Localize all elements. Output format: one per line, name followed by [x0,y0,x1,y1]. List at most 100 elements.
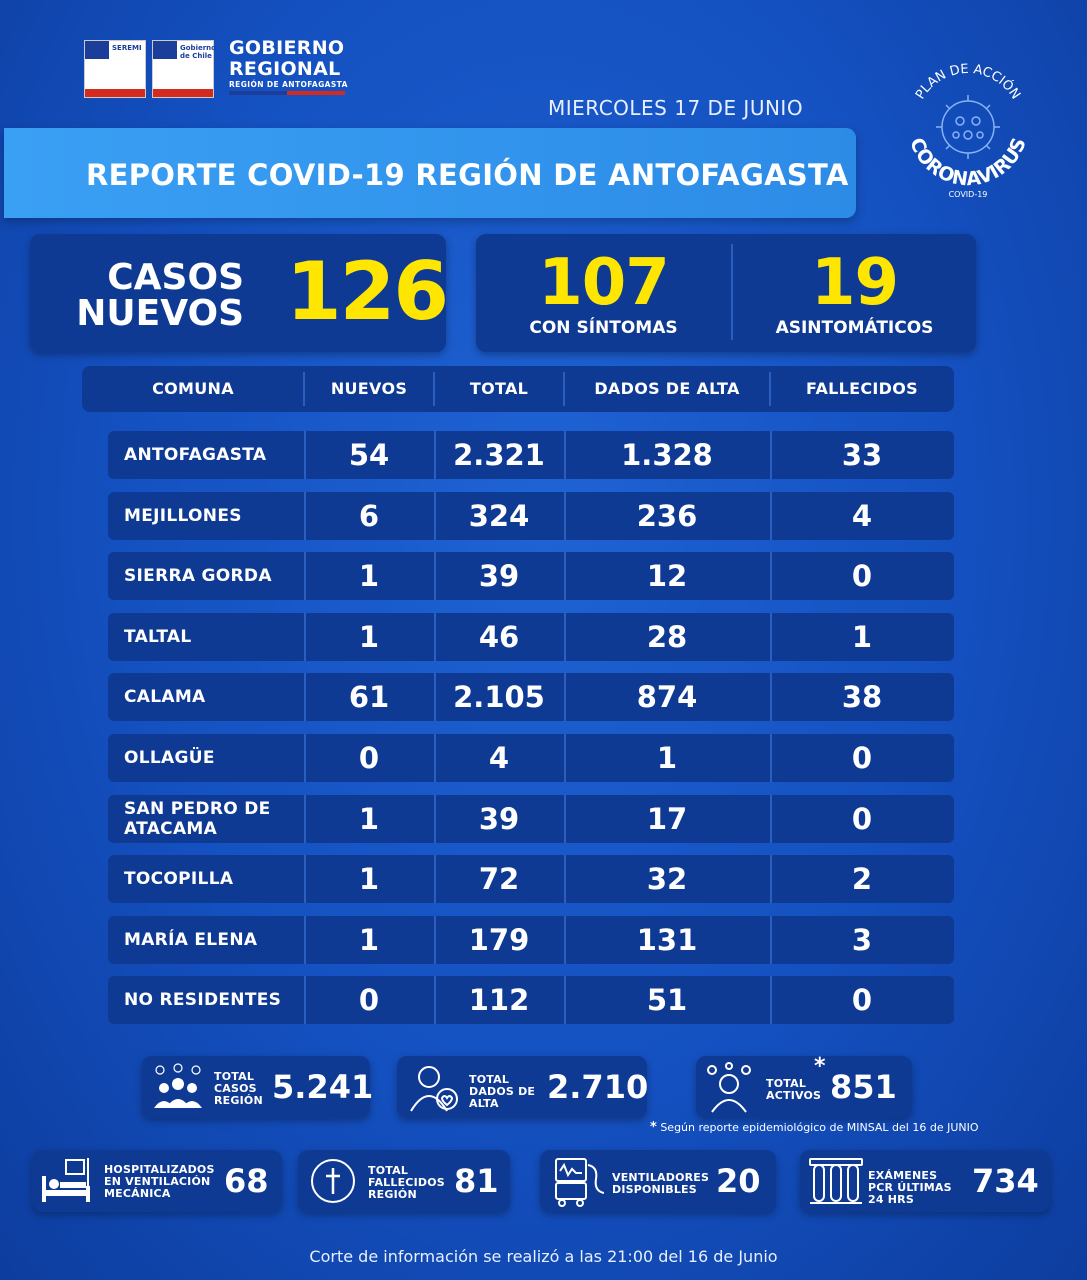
ventilator-icon [555,1158,604,1207]
asymptomatic-label: ASINTOMÁTICOS [775,318,934,338]
row-separator [564,673,566,722]
row-separator [564,552,566,601]
new-cases-label: CASOS NUEVOS [76,257,244,334]
row-separator [434,734,436,782]
table-row [108,855,954,904]
with-symptoms-label: CON SÍNTOMAS [529,318,678,338]
cell-fallecidos: 4 [851,498,873,533]
row-separator [770,552,772,601]
ventilators-card: VENTILADORES DISPONIBLES 20 [540,1150,776,1212]
row-separator [564,734,566,782]
cell-total: 39 [478,559,520,594]
cell-comuna: MARÍA ELENA [124,929,258,950]
row-separator [770,431,772,479]
coronavirus-badge-icon: PLAN DE ACCIÓN CORONAVIRUS COVID-19 [905,62,1031,199]
cell-nuevos: 1 [358,801,380,836]
ventilators-label: VENTILADORES DISPONIBLES [612,1171,710,1196]
row-separator [564,976,566,1025]
total-deaths-card: TOTAL FALLECIDOS REGIÓN 81 [298,1150,510,1212]
row-separator [770,915,772,964]
row-separator [770,612,772,661]
minsal-note: * Según reporte epidemiológico de MINSAL… [650,1120,979,1135]
table-row [108,491,954,540]
total-active-label: TOTAL ACTIVOS [766,1077,822,1102]
row-separator [434,794,436,843]
row-separator [770,794,772,843]
cell-alta: 236 [636,498,698,533]
cell-alta: 28 [646,619,688,654]
total-discharged-value: 2.710 [547,1068,649,1106]
cell-comuna: TALTAL [124,626,192,647]
cell-nuevos: 61 [348,680,390,715]
cell-total: 179 [468,922,530,957]
cell-alta: 874 [636,680,698,715]
table-row [108,431,954,479]
cell-fallecidos: 0 [851,741,873,775]
symptoms-panel [476,234,976,352]
row-separator [434,612,436,661]
symptoms-divider [731,244,733,340]
hospitalized-value: 68 [224,1162,269,1200]
total-deaths-value: 81 [454,1162,499,1200]
cell-fallecidos: 0 [851,559,873,594]
cell-comuna: OLLAGÜE [124,748,215,768]
svg-text:CORONAVIRUS: CORONAVIRUS [905,135,1031,191]
row-separator [770,673,772,722]
page-title: REPORTE COVID-19 REGIÓN DE ANTOFAGASTA [86,158,849,192]
table-row [108,794,954,843]
cell-comuna: MEJILLONES [124,505,242,526]
pcr-card: EXÁMENES PCR ÚLTIMAS 24 HRS 734 [800,1150,1050,1212]
table-row [108,915,954,964]
seremi-logo: SEREMI [84,40,146,98]
row-separator [770,491,772,540]
hospitalized-label: HOSPITALIZADOS EN VENTILACIÓN MECÁNICA [104,1163,215,1200]
gobierno-regional-logo: GOBIERNO REGIONAL REGIÓN DE ANTOFAGASTA [229,37,348,90]
cell-fallecidos: 1 [851,619,873,654]
total-discharged-card: TOTAL DADOS DE ALTA 2.710 [397,1056,649,1118]
row-separator [304,855,306,904]
report-date: MIERCOLES 17 DE JUNIO [548,96,804,120]
row-separator [770,855,772,904]
total-active-value: 851 [830,1068,897,1106]
cell-alta: 1 [656,741,678,775]
hospital-bed-icon [42,1158,90,1202]
table-row [108,734,954,782]
header-comuna: COMUNA [152,379,234,398]
logo-underline [229,91,345,95]
total-discharged-label: TOTAL DADOS DE ALTA [469,1073,536,1110]
cell-comuna: ANTOFAGASTA [124,445,267,465]
pcr-label: EXÁMENES PCR ÚLTIMAS 24 HRS [868,1169,952,1206]
row-separator [434,673,436,722]
total-deaths-label: TOTAL FALLECIDOS REGIÓN [368,1164,445,1201]
cell-total: 46 [478,619,520,654]
row-separator [304,673,306,722]
cell-total: 2.105 [453,680,545,715]
cell-fallecidos: 38 [841,680,883,715]
cell-alta: 1.328 [621,438,713,472]
gobierno-chile-logo: Gobierno de Chile [152,40,216,98]
cell-total: 72 [478,862,520,897]
cell-comuna: CALAMA [124,687,206,708]
cell-comuna: TOCOPILLA [124,869,234,890]
row-separator [304,976,306,1025]
cell-fallecidos: 0 [851,983,873,1018]
cell-alta: 131 [636,922,698,957]
row-separator [304,734,306,782]
cell-alta: 51 [646,983,688,1018]
row-separator [434,855,436,904]
row-separator [434,491,436,540]
cell-comuna: SAN PEDRO DE ATACAMA [124,798,271,839]
cell-fallecidos: 0 [851,801,873,836]
title-bar [4,128,856,218]
row-separator [564,491,566,540]
total-cases-card: TOTAL CASOS REGIÓN 5.241 [142,1056,373,1118]
svg-text:COVID-19: COVID-19 [949,190,988,199]
row-separator [434,552,436,601]
new-cases-value: 126 [286,245,449,338]
with-symptoms-value: 107 [538,246,670,320]
cell-total: 324 [468,498,530,533]
cell-nuevos: 0 [358,983,380,1018]
header-total: TOTAL [469,379,529,398]
header-alta: DADOS DE ALTA [594,379,740,398]
patient-virus-icon [707,1062,751,1113]
